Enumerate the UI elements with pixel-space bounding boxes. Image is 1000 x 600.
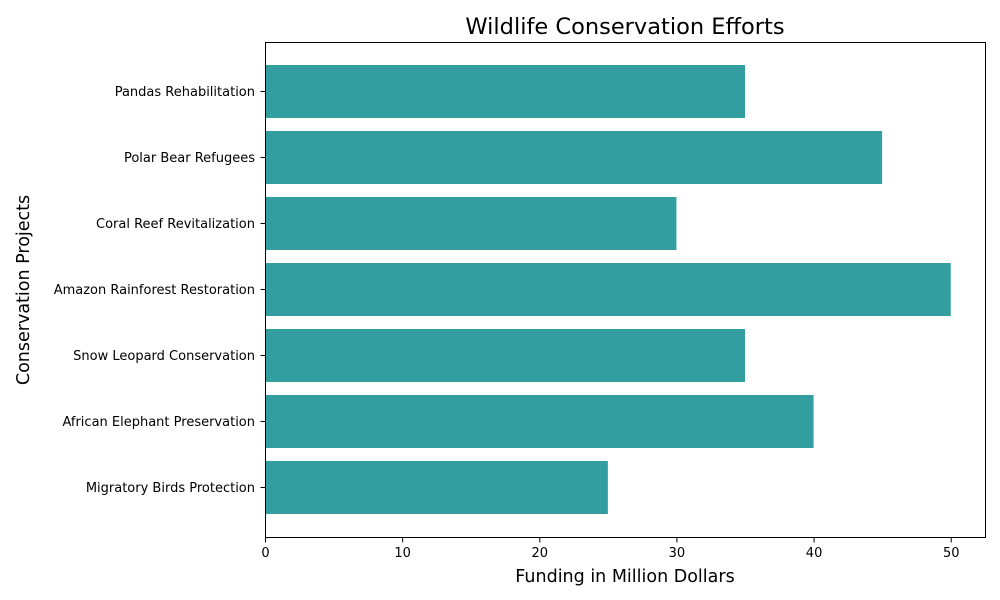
bar xyxy=(265,329,745,382)
y-tick-label: Migratory Birds Protection xyxy=(86,481,255,496)
y-axis-ticks: Migratory Birds Protection African Elepha… xyxy=(54,85,266,496)
x-tick-label: 40 xyxy=(806,546,823,561)
chart-title: Wildlife Conservation Efforts xyxy=(465,14,784,40)
x-axis-ticks: 0 10 20 30 40 50 xyxy=(261,537,960,561)
bars-layer xyxy=(265,65,951,514)
x-axis-label: Funding in Million Dollars xyxy=(515,567,734,587)
x-tick-label: 30 xyxy=(669,546,686,561)
x-tick-label: 10 xyxy=(394,546,411,561)
x-tick-label: 20 xyxy=(532,546,549,561)
bar xyxy=(265,461,608,514)
bar xyxy=(265,65,745,118)
bar xyxy=(265,131,883,184)
x-tick-label: 0 xyxy=(261,546,269,561)
y-axis-label: Conservation Projects xyxy=(14,195,34,385)
bar xyxy=(265,197,677,250)
y-tick-label: Coral Reef Revitalization xyxy=(96,217,255,232)
bar xyxy=(265,263,951,316)
bar xyxy=(265,395,814,448)
x-tick-label: 50 xyxy=(943,546,960,561)
y-tick-label: African Elephant Preservation xyxy=(62,415,255,430)
y-tick-label: Snow Leopard Conservation xyxy=(73,349,255,364)
y-tick-label: Polar Bear Refugees xyxy=(124,151,255,166)
y-tick-label: Pandas Rehabilitation xyxy=(115,85,255,100)
y-tick-label: Amazon Rainforest Restoration xyxy=(54,283,255,298)
